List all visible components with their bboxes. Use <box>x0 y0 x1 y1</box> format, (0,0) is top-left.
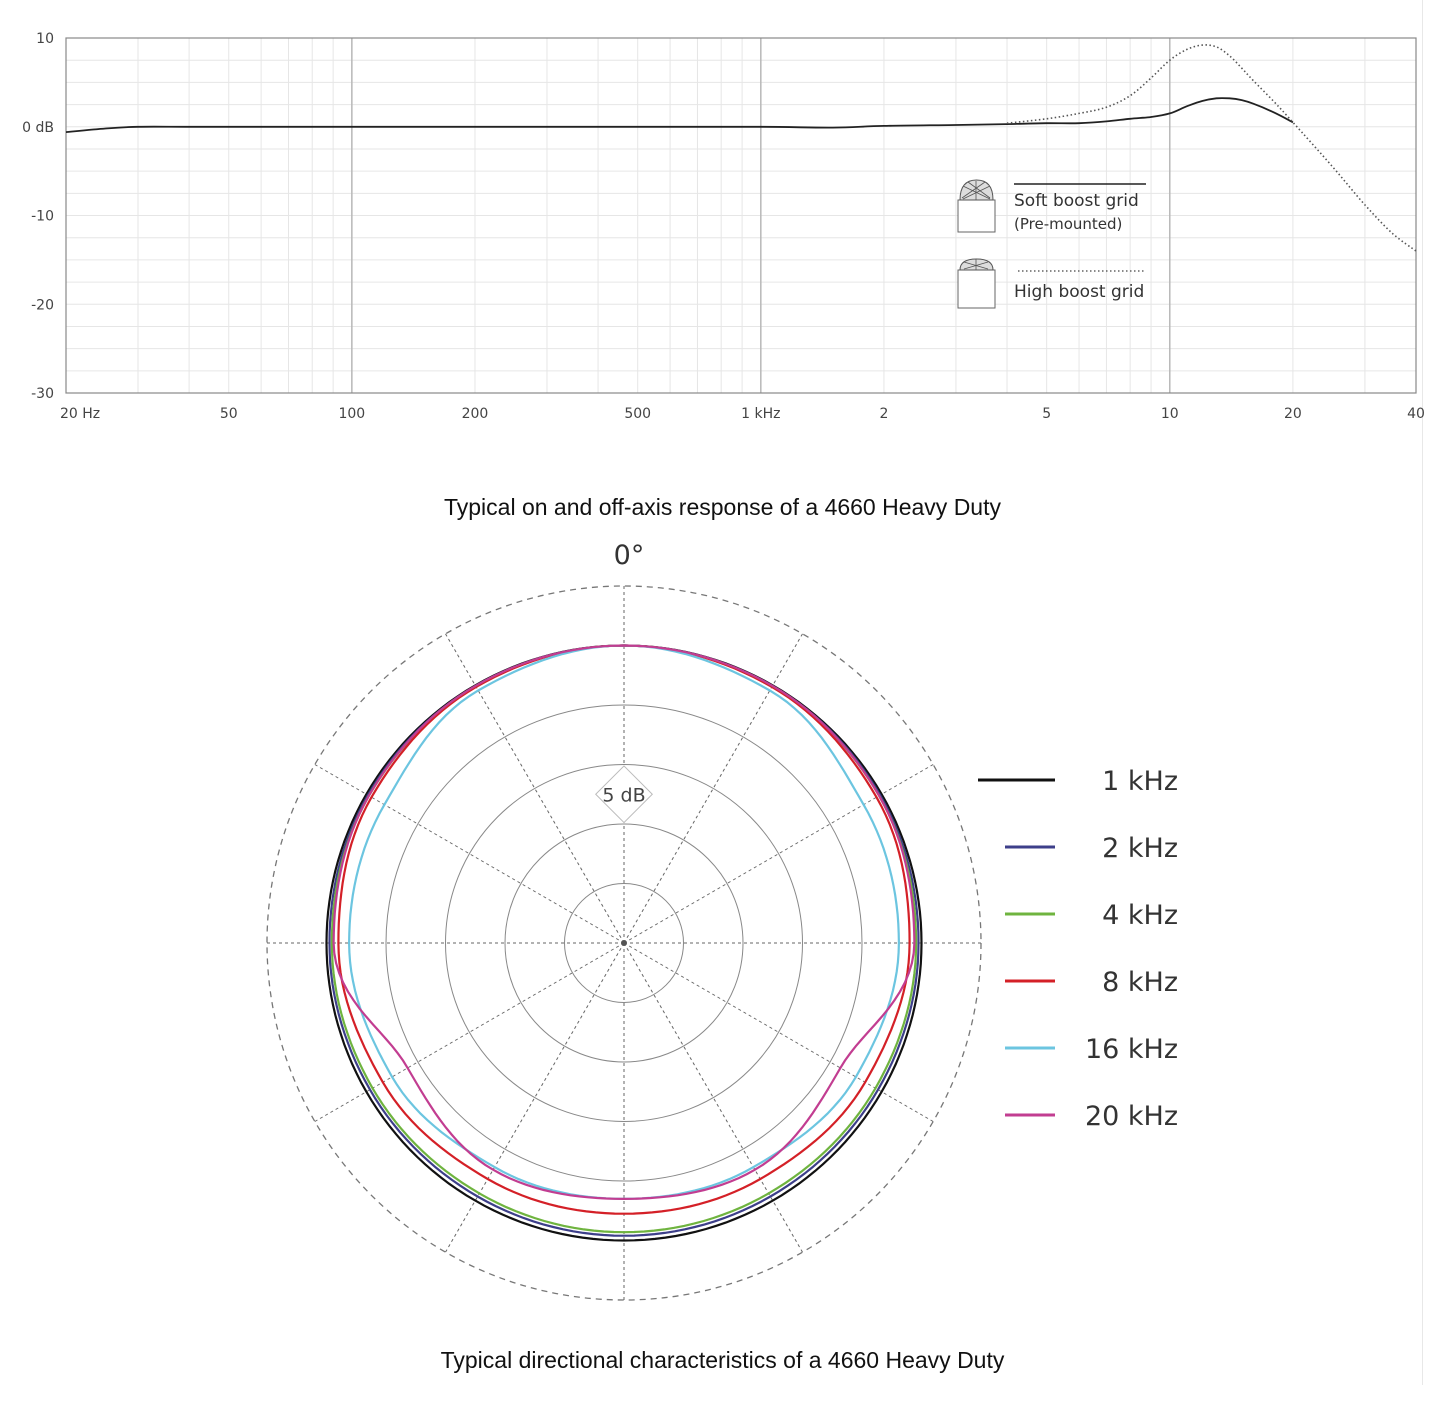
frequency-tick-labels: 10 0 dB -10 -20 -30 20 Hz 50 100 200 500 1 kHz 2 5 10… <box>22 31 1425 422</box>
y-tick-label: -20 <box>31 297 54 313</box>
x-tick-label: 50 <box>220 406 238 422</box>
x-tick-label: 10 <box>1161 406 1179 422</box>
polar-series-1-khz <box>325 644 923 1242</box>
polar-pattern-chart: 0° 5 dB 1 kHz 2 kHz 4 kHz 8 kHz 16 kHz 20 kHz <box>266 540 1178 1301</box>
soft-boost-grid-icon <box>957 179 996 233</box>
polar-legend-label: 20 kHz <box>1085 1101 1178 1132</box>
y-tick-label: 0 dB <box>22 120 54 136</box>
high-boost-grid-label: High boost grid <box>1014 282 1144 302</box>
polar-step-label: 5 dB <box>602 784 645 806</box>
polar-legend-label: 16 kHz <box>1085 1034 1178 1065</box>
x-tick-label: 20 Hz <box>60 406 100 422</box>
polar-ring <box>445 764 803 1122</box>
polar-angle-label: 0° <box>614 540 645 571</box>
polar-legend: 1 kHz 2 kHz 4 kHz 8 kHz 16 kHz 20 kHz <box>978 766 1178 1132</box>
frequency-chart-caption: Typical on and off-axis response of a 46… <box>443 494 1001 520</box>
x-tick-label: 100 <box>338 406 365 422</box>
polar-ring <box>385 704 863 1182</box>
polar-grid <box>266 585 982 1301</box>
frequency-response-chart: 10 0 dB -10 -20 -30 20 Hz 50 100 200 500 1 kHz 2 5 10… <box>22 31 1425 422</box>
polar-step-label-group: 5 dB <box>595 765 653 824</box>
polar-series <box>325 644 923 1242</box>
x-tick-label: 5 <box>1042 406 1051 422</box>
y-tick-label: 10 <box>36 31 54 47</box>
polar-series-2-khz <box>328 644 920 1237</box>
y-tick-label: -30 <box>31 386 54 402</box>
high-boost-grid-icon <box>957 258 996 309</box>
polar-ring <box>504 823 744 1063</box>
polar-legend-label: 1 kHz <box>1102 766 1178 797</box>
page-edge-line <box>1422 0 1423 1385</box>
x-tick-label: 2 <box>879 406 888 422</box>
soft-boost-grid-label: Soft boost grid <box>1014 191 1139 211</box>
polar-center-dot <box>621 940 627 946</box>
polar-ring <box>564 883 684 1003</box>
y-tick-label: -10 <box>31 209 54 225</box>
plot-frame <box>65 37 1417 394</box>
x-tick-label: 40 <box>1407 406 1425 422</box>
polar-series-20-khz <box>332 644 916 1201</box>
x-tick-label: 200 <box>462 406 489 422</box>
frequency-grid <box>65 37 1417 394</box>
x-tick-label: 500 <box>624 406 651 422</box>
polar-legend-label: 4 kHz <box>1102 900 1178 931</box>
frequency-legend: Soft boost grid (Pre-mounted) High boost… <box>957 179 1146 309</box>
x-tick-label: 20 <box>1284 406 1302 422</box>
frequency-series <box>65 44 1417 252</box>
series-line-soft-boost-grid <box>65 97 1294 133</box>
polar-legend-label: 2 kHz <box>1102 833 1178 864</box>
polar-step-diamond <box>595 765 653 824</box>
polar-chart-caption: Typical directional characteristics of a… <box>440 1347 1005 1373</box>
polar-legend-label: 8 kHz <box>1102 967 1178 998</box>
soft-boost-grid-sublabel: (Pre-mounted) <box>1014 215 1122 233</box>
polar-series-8-khz <box>337 644 911 1215</box>
x-tick-label: 1 kHz <box>741 406 780 422</box>
series-line-high-boost-grid <box>1006 44 1417 252</box>
